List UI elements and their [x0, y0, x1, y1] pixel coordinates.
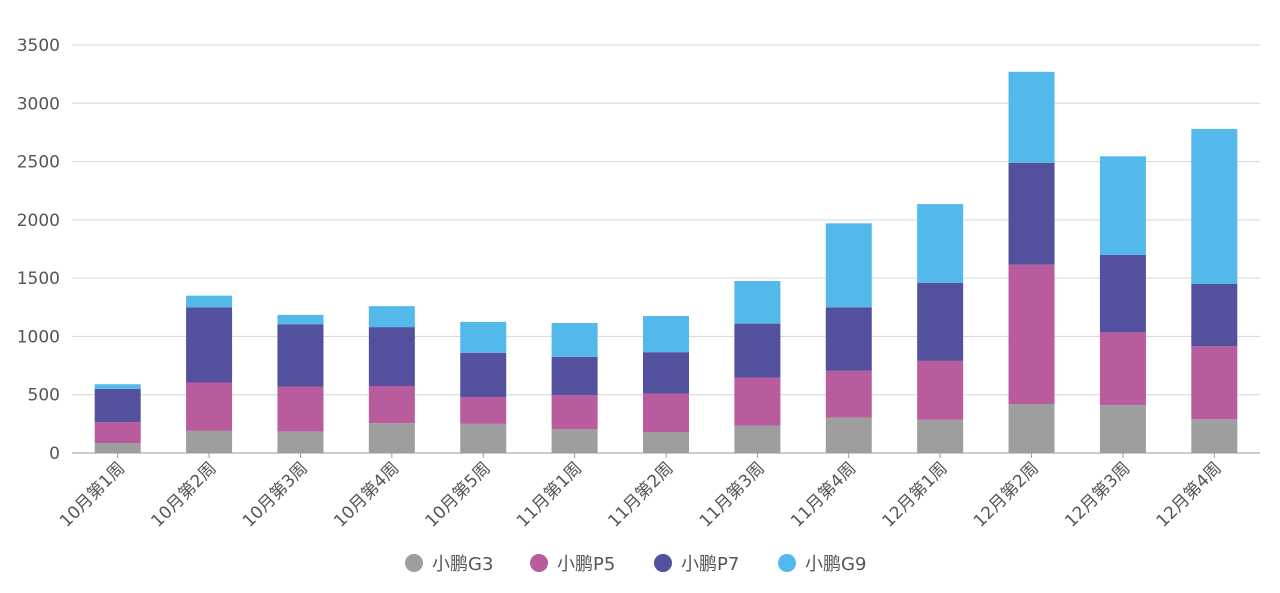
- bar-segment: [186, 295, 233, 308]
- x-tick-label: 11月第2周: [604, 458, 677, 531]
- x-tick-label: 11月第3周: [696, 458, 769, 531]
- x-tick-label: 10月第3周: [239, 458, 312, 531]
- legend-label: 小鹏P7: [681, 554, 739, 575]
- x-tick-label: 11月第1周: [513, 458, 586, 531]
- x-tick-label: 10月第1周: [56, 458, 129, 531]
- bar-segment: [368, 423, 415, 453]
- x-tick-label: 10月第2周: [147, 458, 220, 531]
- bar-segment: [917, 419, 964, 453]
- bar-segment: [551, 429, 598, 453]
- bar-segment: [643, 393, 689, 433]
- bar-segment: [551, 323, 598, 357]
- legend-label: 小鹏P5: [557, 554, 615, 575]
- bar-segment: [94, 388, 141, 423]
- bar-segment: [1099, 156, 1146, 255]
- y-axis: 0 500 1000 1500 2000 2500 3000 3500: [17, 36, 60, 464]
- legend-label: 小鹏G3: [432, 554, 493, 575]
- legend-marker: [530, 554, 548, 572]
- bar-segment: [186, 430, 233, 453]
- bar-segment: [277, 386, 324, 432]
- bar-segment: [460, 352, 507, 398]
- bar-segment: [734, 281, 781, 324]
- bar-segment: [1191, 346, 1238, 420]
- legend-label: 小鹏G9: [805, 554, 866, 575]
- bar-segment: [1008, 264, 1055, 405]
- bar-segment: [277, 314, 324, 325]
- bar-segment: [1099, 332, 1146, 406]
- bar-segment: [460, 321, 507, 353]
- y-tick-label: 1000: [17, 327, 60, 347]
- bar-segment: [277, 324, 324, 387]
- bar-segment: [1099, 405, 1146, 453]
- bar-segment: [551, 395, 598, 430]
- bar-segment: [368, 327, 415, 386]
- bar-segment: [460, 397, 507, 424]
- y-tick-label: 2000: [17, 211, 60, 231]
- bar-segment: [734, 323, 781, 378]
- x-tick-label: 12月第2周: [970, 458, 1043, 531]
- x-tick-label: 10月第4周: [330, 458, 403, 531]
- x-tick-label: 12月第4周: [1153, 458, 1226, 531]
- bar-segment: [1191, 283, 1238, 347]
- legend-marker: [778, 554, 796, 572]
- bar-segment: [1008, 404, 1055, 453]
- x-tick-label: 12月第3周: [1061, 458, 1134, 531]
- legend: 小鹏G3 小鹏P5 小鹏P7 小鹏G9: [405, 554, 866, 575]
- bar-segment: [277, 431, 324, 453]
- bar-segment: [825, 223, 872, 308]
- bar-segment: [1008, 162, 1055, 265]
- y-tick-label: 2500: [17, 153, 60, 173]
- legend-marker: [654, 554, 672, 572]
- bar-segment: [186, 382, 233, 431]
- y-tick-label: 3500: [17, 36, 60, 56]
- bar-segment: [1008, 71, 1055, 163]
- bar-segment: [551, 356, 598, 396]
- bar-segment: [917, 282, 964, 361]
- x-tick-label: 11月第4周: [787, 458, 860, 531]
- x-axis: 10月第1周 10月第2周 10月第3周 10月第4周 10月第5周 11月第1周 11月第…: [56, 453, 1226, 532]
- bar-segment: [1191, 419, 1238, 453]
- bar-segment: [460, 423, 507, 453]
- bar-segment: [917, 360, 964, 420]
- bar-segment: [368, 385, 415, 424]
- bar-segment: [1099, 254, 1146, 333]
- bar-segment: [917, 204, 964, 283]
- bar-segment: [643, 316, 689, 353]
- bar-segment: [825, 307, 872, 371]
- bar-segment: [643, 352, 689, 394]
- x-tick-label: 10月第5周: [422, 458, 495, 531]
- bar-segment: [186, 307, 233, 383]
- bar-segment: [825, 417, 872, 453]
- legend-marker: [405, 554, 423, 572]
- bar-segment: [94, 443, 141, 453]
- bar-segment: [94, 422, 141, 444]
- x-tick-label: 12月第1周: [879, 458, 952, 531]
- y-tick-label: 500: [28, 386, 60, 406]
- bar-segment: [1191, 128, 1238, 284]
- y-tick-label: 3000: [17, 94, 60, 114]
- bar-segment: [734, 377, 781, 426]
- bar-segment: [825, 370, 872, 418]
- bar-segment: [734, 425, 781, 453]
- y-tick-label: 1500: [17, 269, 60, 289]
- bar-segment: [643, 432, 689, 453]
- bar-segment: [94, 384, 141, 389]
- bars: [94, 71, 1238, 453]
- y-tick-label: 0: [49, 444, 60, 464]
- bar-segment: [368, 306, 415, 328]
